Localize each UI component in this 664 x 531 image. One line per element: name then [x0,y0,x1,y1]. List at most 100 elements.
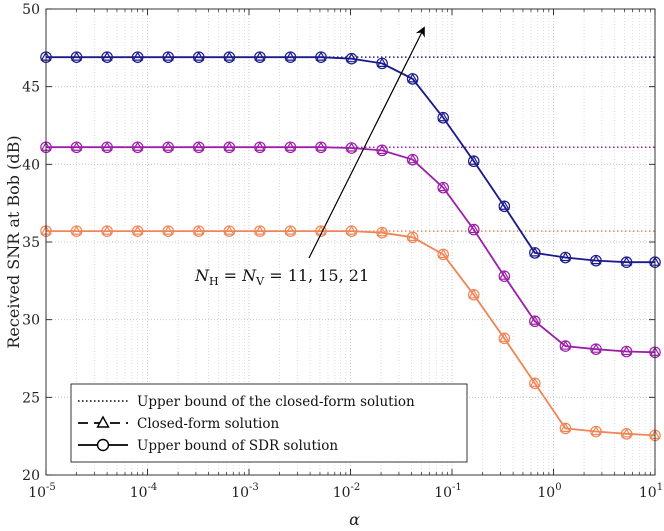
legend-entry-label: Upper bound of SDR solution [137,438,338,454]
data-point-triangle [529,247,541,257]
data-point-triangle [437,111,449,122]
data-point-triangle [376,226,388,237]
data-point-triangle [193,51,205,61]
annotation: NH = NV = 11, 15, 21 [194,26,425,288]
data-point-triangle [254,141,266,151]
data-point-triangle [376,144,388,154]
data-point-triangle [621,345,632,356]
data-point-triangle [590,343,602,353]
data-point-triangle [498,332,510,342]
data-point-triangle [529,377,541,387]
annotation-n2: N [241,266,257,285]
series-line-1 [46,146,656,354]
data-point-triangle [468,223,480,234]
data-point-triangle [193,141,205,151]
x-tick-base: 10 [434,485,452,501]
data-point-triangle [284,225,296,235]
data-point-triangle [407,73,419,83]
y-tick-label: 40 [22,157,40,173]
data-point-triangle [162,141,174,151]
x-axis-label: α [349,510,360,529]
data-point-triangle [101,51,113,61]
annotation-sub-h: H [209,275,219,288]
data-point-triangle [346,225,357,235]
data-point-triangle [559,340,571,350]
data-point-triangle [346,52,357,63]
data-point-triangle [590,254,602,265]
data-point-triangle [223,51,235,61]
data-point-triangle [223,225,235,235]
x-tick-base: 10 [537,485,555,501]
data-point-triangle [101,225,113,235]
data-point-triangle [71,141,82,151]
data-point-triangle [71,225,82,235]
x-tick-base: 10 [333,485,351,501]
legend-box [70,383,468,463]
data-point-triangle [254,225,266,235]
y-tick-label: 35 [22,235,40,251]
legend: Upper bound of the closed-form solution C… [70,383,468,463]
data-point-triangle [193,225,205,235]
series-line-0 [46,56,655,264]
data-point-triangle [468,155,480,165]
y-tick-label: 45 [22,80,40,96]
x-tick-label: 10-2 [333,482,361,501]
axes: 10-5 10-4 10-3 10-2 10-1 100 10120253035404550… [4,2,663,529]
data-point-triangle [101,141,113,151]
data-point-triangle [376,57,388,67]
data-point-triangle [437,248,449,259]
data-point-triangle [315,141,327,151]
annotation-eq2: = 11, 15, 21 [264,266,369,285]
x-tick-label: 10-4 [130,482,158,501]
x-tick-exponent: 1 [657,482,663,493]
y-tick-label: 20 [22,468,40,484]
x-tick-exponent: 0 [555,482,561,493]
series-line-2 [46,230,656,437]
data-point-triangle [498,200,510,210]
x-tick-exponent: -3 [249,482,259,493]
annotation-sub-v: V [255,275,265,288]
x-tick-label: 10-1 [434,482,462,501]
x-tick-label: 10-3 [231,482,259,501]
data-point-triangle [437,181,449,192]
data-point-triangle [223,141,235,151]
data-point-triangle [132,51,144,61]
annotation-eq1: = [219,266,243,285]
x-tick-label: 10-5 [28,482,56,501]
legend-entry-label: Closed-form solution [137,416,280,432]
data-point-triangle [132,225,144,235]
x-tick-exponent: -1 [452,482,462,493]
data-point-triangle [407,231,419,241]
annotation-label: NH = NV = 11, 15, 21 [194,266,369,288]
data-point-triangle [621,428,632,438]
data-point-triangle [284,51,296,61]
data-point-triangle [590,425,602,436]
x-tick-exponent: -5 [46,482,56,493]
data-point-triangle [162,225,174,235]
data-point-triangle [254,51,266,61]
data-point-triangle [529,315,541,325]
y-tick-label: 30 [22,313,40,329]
data-point-triangle [132,141,144,151]
x-tick-exponent: -4 [148,482,158,493]
annotation-arrow [308,26,425,259]
series-2 [40,225,661,442]
x-tick-base: 10 [130,485,148,501]
y-axis-label: Received SNR at Bob (dB) [4,135,23,348]
x-tick-label: 101 [639,482,663,501]
data-point-triangle [346,142,357,152]
data-point-triangle [621,256,632,266]
data-point-triangle [559,251,571,262]
legend-circle-icon [96,438,110,452]
annotation-n1: N [194,266,210,285]
data-point-triangle [559,422,571,432]
data-point-triangle [315,51,327,61]
x-tick-base: 10 [28,485,46,501]
data-point-triangle [468,289,480,299]
x-tick-exponent: -2 [351,482,361,493]
data-point-triangle [407,153,419,164]
data-point-triangle [284,141,296,151]
series-1 [40,141,661,359]
y-tick-label: 25 [22,390,40,406]
